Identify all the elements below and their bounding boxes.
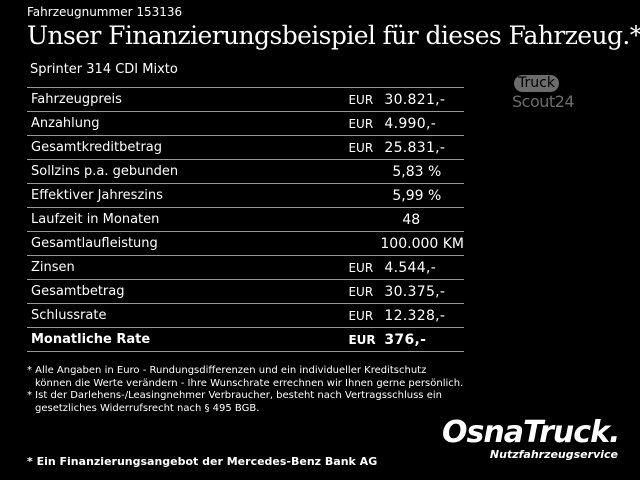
row-value: 376,- <box>380 327 464 352</box>
row-currency <box>348 159 381 184</box>
footnotes: * Alle Angaben in Euro - Rundungsdiffere… <box>27 365 463 415</box>
row-currency: EUR <box>348 255 381 280</box>
osnatruck-logo-name: OsnaTruck. <box>442 415 620 450</box>
row-label: Gesamtbetrag <box>27 279 349 304</box>
osnatruck-logo-tagline: Nutzfahrzeugservice <box>489 448 618 461</box>
row-currency: EUR <box>348 303 381 328</box>
row-currency: EUR <box>348 87 381 112</box>
row-label: Monatliche Rate <box>27 327 349 352</box>
vehicle-model: Sprinter 314 CDI Mixto <box>30 62 178 77</box>
table-row-laufzeit: Laufzeit in Monaten 48 <box>27 207 464 232</box>
table-row-sollzins: Sollzins p.a. gebunden 5,83 % <box>27 159 464 184</box>
row-label: Effektiver Jahreszins <box>27 183 349 208</box>
row-label: Sollzins p.a. gebunden <box>27 159 349 184</box>
row-label: Schlussrate <box>27 303 349 328</box>
row-currency <box>348 183 381 208</box>
row-currency <box>348 231 381 256</box>
row-label: Zinsen <box>27 255 349 280</box>
table-row-schlussrate: Schlussrate EUR 12.328,- <box>27 303 464 328</box>
row-currency <box>348 207 381 232</box>
row-value: 5,83 % <box>380 159 464 184</box>
table-row-gesamtkreditbetrag: Gesamtkreditbetrag EUR 25.831,- <box>27 135 464 160</box>
row-label: Gesamtkreditbetrag <box>27 135 349 160</box>
row-value: 12.328,- <box>380 303 464 328</box>
table-row-anzahlung: Anzahlung EUR 4.990,- <box>27 111 464 136</box>
row-value: 25.831,- <box>380 135 464 160</box>
finance-table: Fahrzeugpreis EUR 30.821,- Anzahlung EUR… <box>27 87 464 352</box>
table-row-gesamtbetrag: Gesamtbetrag EUR 30.375,- <box>27 279 464 304</box>
row-value: 100.000 KM <box>380 231 464 256</box>
row-currency: EUR <box>348 135 381 160</box>
row-value: 5,99 % <box>380 183 464 208</box>
row-label: Fahrzeugpreis <box>27 87 349 112</box>
row-label: Laufzeit in Monaten <box>27 207 349 232</box>
row-currency: EUR <box>348 279 381 304</box>
table-row-gesamtlaufleistung: Gesamtlaufleistung 100.000 KM <box>27 231 464 256</box>
osnatruck-logo: OsnaTruck. Nutzfahrzeugservice <box>442 415 622 462</box>
table-row-fahrzeugpreis: Fahrzeugpreis EUR 30.821,- <box>27 87 464 112</box>
row-value: 30.375,- <box>380 279 464 304</box>
footnote-line: * Ist der Darlehens-/Leasingnehmer Verbr… <box>27 390 442 401</box>
row-value: 48 <box>380 207 464 232</box>
table-row-effektiver-jahreszins: Effektiver Jahreszins 5,99 % <box>27 183 464 208</box>
truckscout-logo-truck: Truck <box>514 75 559 92</box>
row-value: 30.821,- <box>380 87 464 112</box>
footnote-line: * Alle Angaben in Euro - Rundungsdiffere… <box>27 365 427 376</box>
footnote-line: können die Werte verändern - Ihre Wunsch… <box>35 377 464 389</box>
page-title: Unser Finanzierungsbeispiel für dieses F… <box>27 21 640 50</box>
financing-note: * Ein Finanzierungsangebot der Mercedes-… <box>27 455 378 468</box>
row-value: 4.990,- <box>380 111 464 136</box>
row-currency: EUR <box>348 111 381 136</box>
truckscout-logo-scout: Scout24 <box>512 92 575 111</box>
row-value: 4.544,- <box>380 255 464 280</box>
table-row-monatliche-rate: Monatliche Rate EUR 376,- <box>27 327 464 352</box>
row-currency: EUR <box>348 327 381 352</box>
table-row-zinsen: Zinsen EUR 4.544,- <box>27 255 464 280</box>
footnote-line: gesetzliches Widerrufsrecht nach § 495 B… <box>35 402 260 414</box>
vehicle-number: Fahrzeugnummer 153136 <box>27 5 183 19</box>
row-label: Anzahlung <box>27 111 349 136</box>
row-label: Gesamtlaufleistung <box>27 231 349 256</box>
truckscout24-logo: Truck Scout24 <box>510 75 582 113</box>
